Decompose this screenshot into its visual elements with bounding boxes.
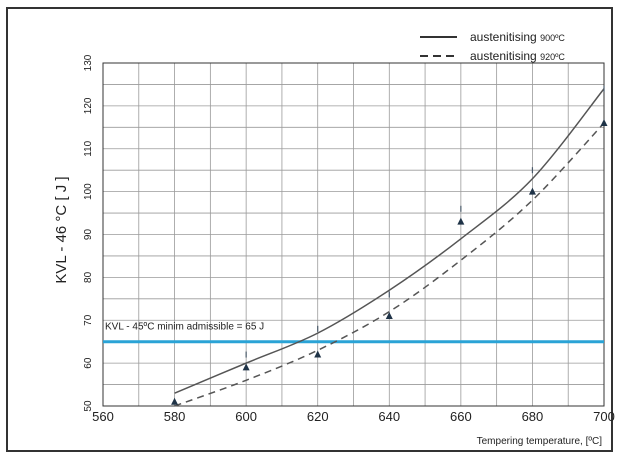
data-marker-11	[600, 119, 608, 127]
y-tick-label-6: 110	[83, 140, 94, 156]
data-marker-5	[385, 311, 393, 319]
y-tick-label-7: 120	[83, 97, 94, 114]
x-tick-label-4: 640	[378, 409, 400, 424]
y-tick-label-3: 80	[83, 271, 94, 283]
data-marker-1	[242, 363, 250, 371]
x-tick-label-0: 560	[92, 409, 114, 424]
y-tick-label-4: 90	[83, 229, 94, 241]
grid	[102, 62, 605, 407]
x-tick-label-3: 620	[307, 409, 329, 424]
y-tick-label-8: 130	[83, 54, 94, 71]
data-marker-9	[528, 187, 536, 195]
legend-label-1: austenitising 920ºC	[470, 49, 565, 63]
x-tick-label-7: 700	[593, 409, 615, 424]
x-tick-label-1: 580	[164, 409, 186, 424]
x-tick-label-5: 660	[450, 409, 472, 424]
threshold-label: KVL - 45ºC minim admissible = 65 J	[105, 322, 264, 333]
y-tick-label-0: 50	[83, 400, 94, 412]
legend: austenitising 900ºC austenitising 920ºC	[420, 30, 565, 63]
y-axis-label: KVL - 46 °C [ J ]	[53, 176, 70, 283]
plot-area	[102, 62, 605, 407]
data-marker-7	[457, 217, 465, 225]
x-tick-label-6: 680	[522, 409, 544, 424]
legend-label-0: austenitising 900ºC	[470, 30, 565, 44]
ticks-group: 560 580 600 620 640 660 680 700 50 60 70 80 90 100 110…	[83, 54, 615, 424]
x-axis-label: Tempering temperature, [ºC]	[477, 436, 603, 447]
y-tick-label-5: 100	[83, 183, 94, 200]
series-line-0	[174, 88, 605, 394]
x-tick-label-2: 600	[235, 409, 257, 424]
y-tick-label-1: 60	[83, 357, 94, 369]
data-marker-3	[314, 350, 322, 358]
data-marker-0	[171, 397, 179, 405]
series-group	[174, 88, 605, 407]
y-tick-label-2: 70	[83, 314, 94, 326]
markers-group	[171, 85, 608, 405]
figure-frame	[6, 7, 613, 452]
threshold-group: KVL - 45ºC minim admissible = 65 J	[103, 322, 604, 344]
series-line-1	[174, 122, 605, 407]
